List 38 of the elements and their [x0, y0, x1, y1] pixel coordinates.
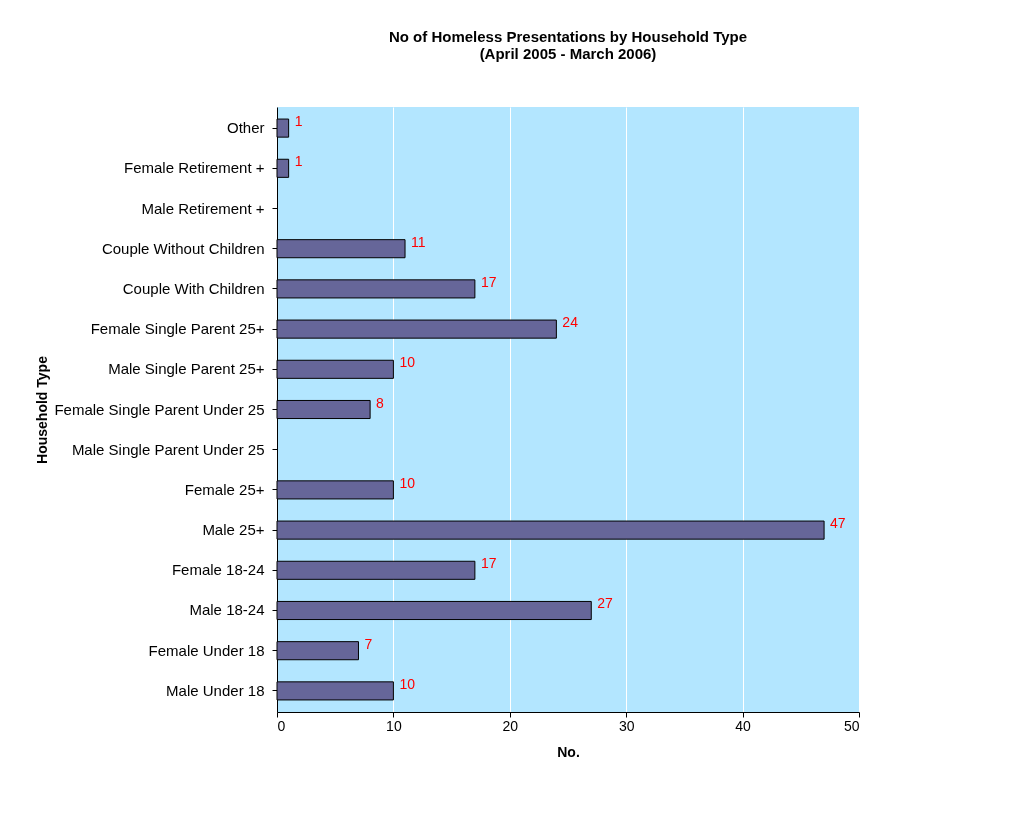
y-tick-label: Couple Without Children	[101, 239, 265, 257]
data-label: 1	[294, 113, 303, 130]
y-tick-label: Couple With Children	[122, 279, 265, 297]
x-tick-label: 40	[735, 717, 752, 734]
data-label: 24	[562, 314, 579, 331]
data-label: 10	[399, 354, 416, 371]
data-label: 47	[830, 515, 846, 532]
y-tick-label: Female Single Parent 25+	[90, 320, 265, 338]
y-tick-label: Other	[226, 119, 265, 137]
x-tick-label: 50	[843, 717, 860, 734]
y-tick-label: Female 18-24	[171, 561, 265, 579]
x-tick-label: 0	[277, 717, 286, 734]
x-tick-label: 30	[618, 717, 635, 734]
data-label: 1	[294, 153, 303, 170]
y-tick-label: Male Retirement +	[141, 199, 265, 217]
y-tick-label: Female Under 18	[148, 641, 265, 659]
y-tick-label: Male 18-24	[189, 601, 265, 619]
y-axis-title: Household Type	[33, 355, 50, 464]
data-label: 17	[480, 555, 497, 572]
y-tick-label: Male Under 18	[166, 681, 265, 699]
y-tick-label: Male 25+	[202, 521, 265, 539]
data-label: 8	[376, 394, 385, 411]
chart-title: No of Homeless Presentations by Household Type	[388, 28, 748, 45]
y-tick-label: Male Single Parent 25+	[108, 360, 265, 378]
data-label: 11	[411, 233, 426, 250]
data-label: 10	[399, 675, 416, 692]
y-tick-label: Female Retirement +	[124, 159, 265, 177]
data-label: 7	[364, 635, 373, 652]
x-tick-label: 10	[386, 717, 402, 734]
y-tick-label: Male Single Parent Under 25	[71, 440, 265, 458]
data-label: 10	[399, 474, 416, 491]
data-label: 17	[480, 273, 497, 290]
x-axis-title: No.	[557, 743, 580, 760]
y-tick-label: Female 25+	[184, 480, 265, 498]
y-tick-label: Female Single Parent Under 25	[54, 400, 265, 418]
x-tick-label: 20	[502, 717, 519, 734]
data-label: 27	[597, 595, 614, 612]
chart-subtitle: (April 2005 - March 2006)	[479, 45, 657, 62]
